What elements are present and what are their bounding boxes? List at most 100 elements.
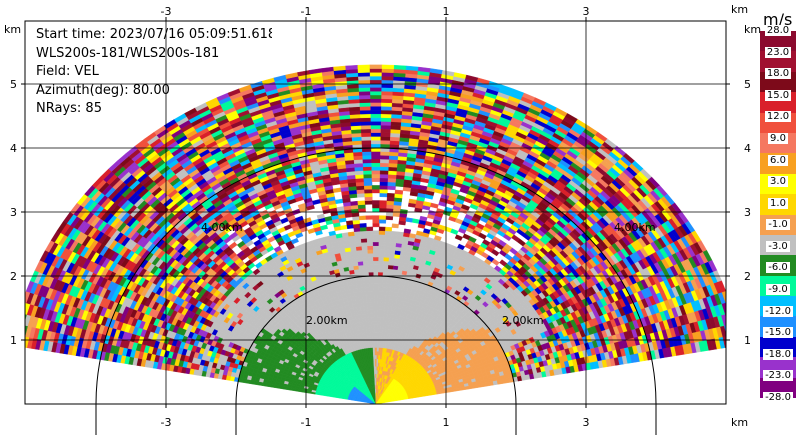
gate-cell [371,317,375,322]
gate-cell [373,256,379,262]
gate-cell [378,260,384,265]
gate-cell [381,298,386,303]
gate-cell [335,233,343,239]
gate-cell [359,109,371,115]
gate-cell [371,140,381,145]
gate-cell [381,87,394,92]
gate-cell [370,124,382,130]
gate-cell [373,294,379,299]
gate-cell [370,136,382,141]
gate-cell [359,226,367,232]
gate-cell [380,117,392,122]
gate-cell [376,335,380,341]
gate-cell [347,231,355,237]
gate-cell [340,224,348,230]
gate-cell [388,162,398,168]
gate-cell [380,162,390,168]
gate-cell [387,185,396,191]
gate-cell [357,200,366,206]
gate-cell [380,140,391,145]
gate-cell [361,287,367,292]
gate-cell [388,166,398,172]
gate-cell [379,207,387,213]
gate-cell [378,237,386,243]
gate-cell [369,286,375,292]
gate-cell [361,241,368,247]
gate-cell [364,313,369,319]
gate-cell [372,234,380,239]
gate-cell [363,181,373,186]
gate-cell [385,294,390,300]
gate-cell [380,317,384,322]
gate-cell [391,230,398,236]
gate-cell [377,286,383,292]
gate-cell [366,234,374,239]
gate-cell [365,287,371,292]
gate-cell [380,143,391,149]
gate-cell [359,94,371,100]
gate-cell [369,68,383,73]
gate-cell [373,283,379,288]
gate-cell [358,91,371,96]
gate-cell [366,230,374,235]
gate-cell [383,260,390,266]
gate-cell [454,234,463,241]
gate-cell [359,302,364,308]
gate-cell [363,173,373,179]
gate-cell [393,65,407,70]
gate-cell [370,109,382,115]
gate-cell [382,268,389,273]
gate-cell [380,309,385,315]
gate-cell [388,257,395,262]
gate-cell [372,215,380,220]
gate-cell [362,253,369,258]
gate-cell [369,328,373,333]
gate-cell [377,332,381,337]
gate-cell [363,177,373,183]
gate-cell [381,72,395,77]
gate-cell [364,185,373,190]
gate-cell [381,290,387,296]
gate-cell [354,166,364,172]
gate-cell [388,261,395,266]
gate-cell [362,294,367,300]
gate-cell [367,253,374,258]
gate-cell [368,268,374,273]
gate-cell [366,298,371,303]
gate-cell [360,113,372,119]
gate-cell [380,124,392,130]
gate-cell [363,170,373,175]
gate-cell [362,158,372,164]
gate-cell [372,343,376,348]
gate-cell [364,317,369,322]
gate-cell [369,64,383,69]
gate-cell [16,313,23,325]
gate-cell [354,162,364,168]
gate-cell [412,218,420,224]
gate-cell [368,264,374,269]
gate-cell [377,320,381,326]
gate-cell [370,106,382,111]
gate-cell [373,298,379,303]
gate-cell [368,317,372,322]
gate-cell [359,102,371,107]
gate-cell [370,102,382,107]
gate-cell [369,72,383,77]
gate-cell [362,162,372,168]
gate-cell [368,260,374,265]
gate-cell [360,279,366,285]
gate-cell [381,302,386,307]
gate-cell [355,174,365,179]
velocity-field [16,64,726,404]
gate-cell [358,75,371,81]
gate-cell [380,151,390,156]
gate-cell [371,155,381,160]
gate-cell [379,170,389,175]
gate-cell [374,351,378,356]
gate-cell [380,158,390,164]
gate-cell [356,192,366,198]
gate-cell [370,94,382,99]
gate-cell [373,264,379,269]
gate-cell [377,328,381,333]
gate-cell [365,294,371,300]
